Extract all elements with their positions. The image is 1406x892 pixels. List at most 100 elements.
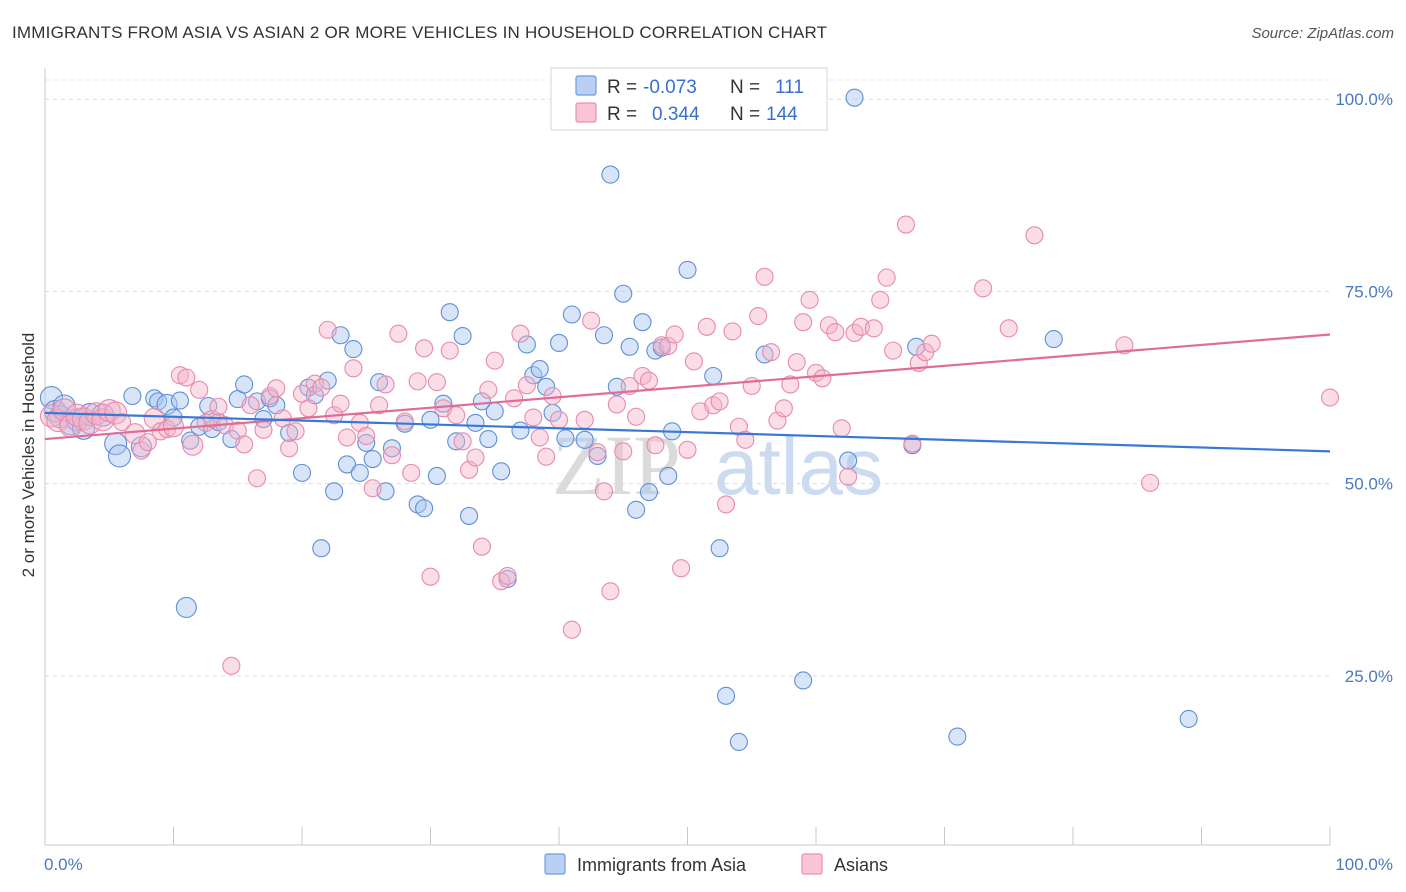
data-point [415,499,434,518]
data-point [729,732,748,752]
data-point [331,394,350,413]
y-tick-label: 75.0% [1345,282,1393,301]
data-point [710,539,729,558]
data-point [466,413,485,432]
data-point [627,500,646,519]
data-point [485,402,504,421]
data-point [104,401,128,425]
chart-title: IMMIGRANTS FROM ASIA VS ASIAN 2 OR MORE … [12,23,828,42]
data-point [1025,226,1044,245]
data-point [794,671,813,690]
data-point [370,396,389,415]
data-point [864,319,883,338]
axes [44,68,1331,846]
data-point [280,439,299,458]
data-point [601,165,620,184]
data-point [325,482,344,501]
data-point [402,463,421,482]
data-point [588,443,607,462]
data-point [350,463,369,482]
data-point [421,567,440,586]
trend-line-asia [44,411,1331,453]
data-point [639,371,659,390]
data-point [704,366,723,386]
data-point [665,325,684,344]
correlation-legend: R = -0.073 N = 111 R = 0.344 N = 144 [550,67,828,131]
data-point [363,449,382,469]
data-point [562,305,581,324]
data-point [292,463,312,482]
data-point [826,323,845,342]
data-point [459,506,479,525]
y-tick-label: 100.0% [1335,90,1393,109]
data-point [749,306,768,326]
data-point [376,375,395,394]
data-point [241,396,260,415]
data-point [39,385,63,410]
data-point [800,290,819,309]
data-point [182,434,204,456]
data-point [678,260,697,279]
data-point [175,596,197,618]
data-point [427,373,446,392]
data-point [774,399,793,418]
series-asians [39,215,1340,675]
data-point [254,420,273,439]
data-point [247,469,267,488]
data-point [549,410,569,429]
data-point [170,391,189,410]
data-point [678,440,697,459]
data-point [659,336,678,356]
data-point [575,410,594,429]
data-point [440,341,459,360]
data-point [884,341,903,360]
data-point [530,428,549,447]
data-point [123,386,142,406]
data-point [723,322,742,341]
data-point [39,404,63,428]
data-point [543,386,562,406]
data-point [267,379,286,398]
data-point [447,406,466,425]
data-point [1044,330,1063,349]
data-point [395,412,414,431]
data-point [646,436,665,455]
data-point [492,462,511,481]
data-point [312,539,331,558]
data-point [794,313,813,332]
data-point [710,392,729,411]
data-point [716,495,736,514]
data-point [1141,473,1160,492]
legend-r-value-asia: -0.073 [643,77,697,98]
legend-r-value-asians: 0.344 [652,104,700,125]
data-point [582,311,601,330]
data-point [697,317,716,336]
data-point [357,426,376,446]
data-point [222,656,241,675]
y-tick-label: 50.0% [1345,475,1393,494]
data-point [344,359,363,378]
data-point [363,479,382,498]
data-point [427,466,446,486]
data-point [537,377,556,396]
data-point [235,375,254,394]
data-point [472,392,491,411]
data-point [107,444,132,468]
data-point [594,482,614,501]
trend-line-asians [44,333,1331,441]
data-point [1179,709,1198,728]
data-point [260,386,279,406]
data-point [209,397,228,416]
data-point [556,429,575,448]
data-point [562,620,581,639]
data-point [607,395,626,414]
data-point [627,407,646,426]
data-point [299,399,318,418]
data-point [318,320,337,339]
data-point [440,303,459,322]
data-point [620,337,639,356]
data-point [286,422,305,441]
data-point [415,339,434,358]
data-point [408,372,427,391]
data-point [729,417,748,436]
